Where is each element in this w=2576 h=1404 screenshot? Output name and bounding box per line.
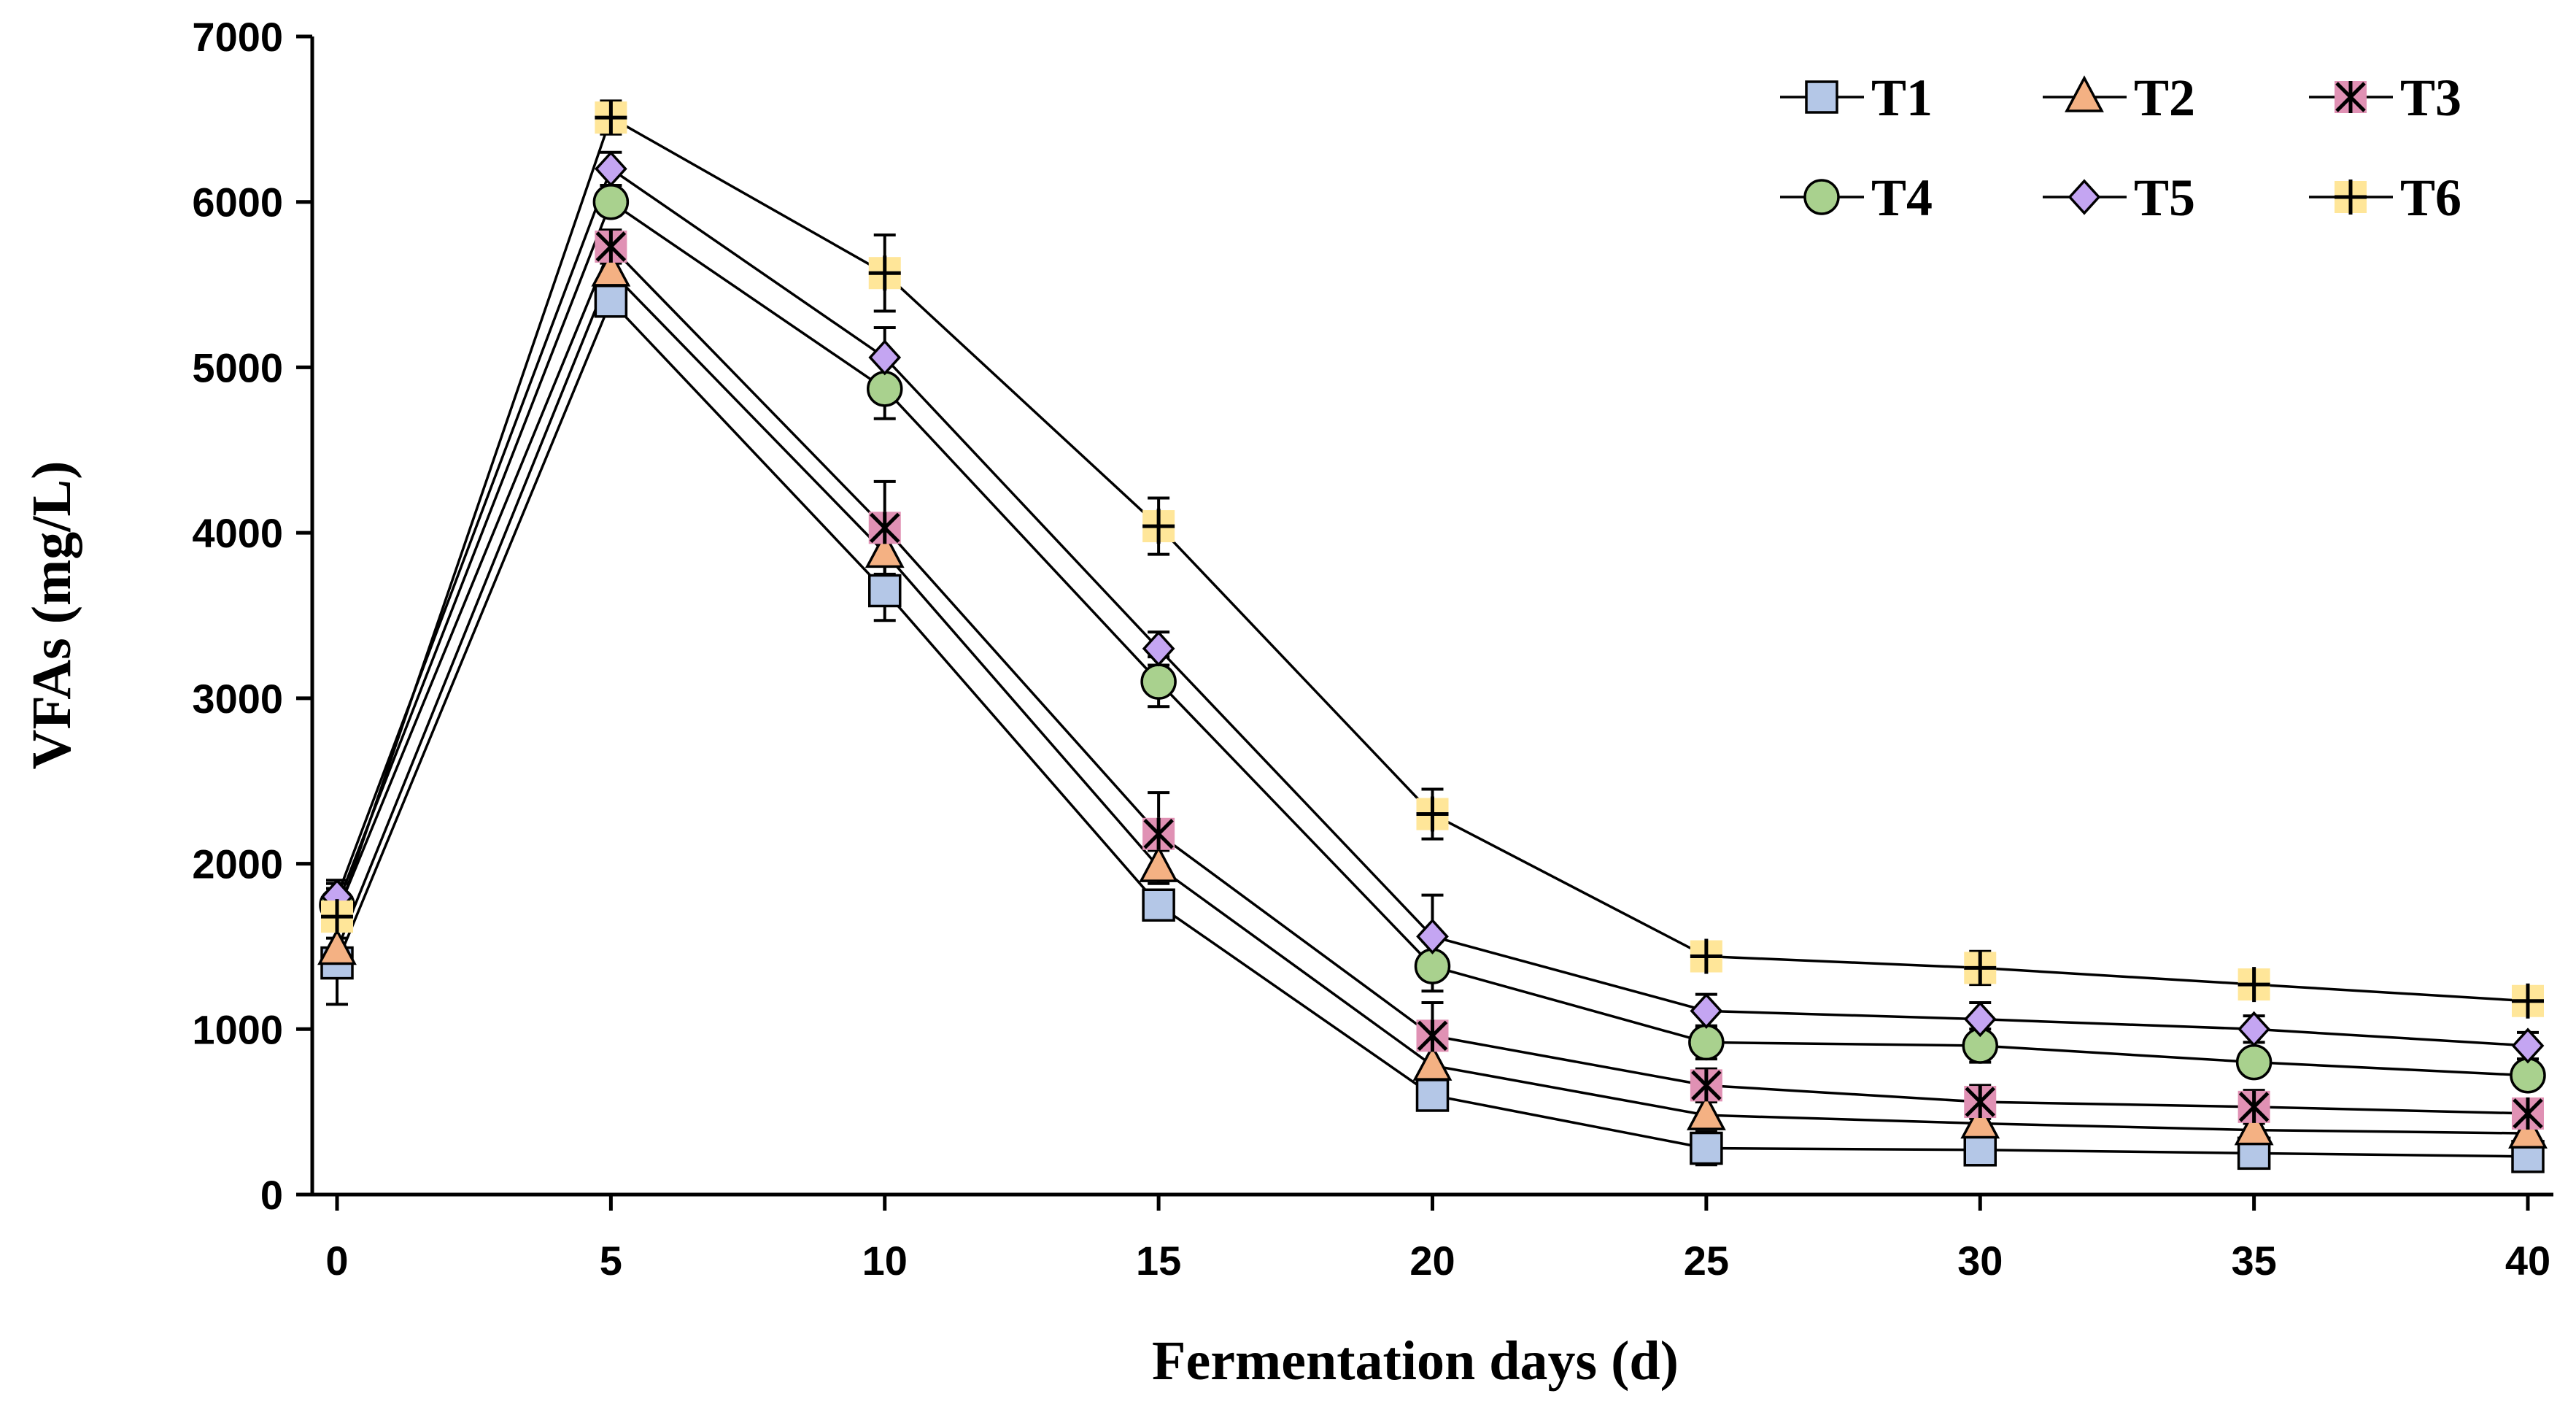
data-point-t6 [595, 100, 627, 136]
data-point-t6 [1142, 509, 1175, 544]
data-point-t1 [1415, 1079, 1450, 1112]
x-tick-label: 25 [1684, 1238, 1729, 1284]
data-point-t4 [592, 183, 630, 220]
legend-marker-t6 [2335, 180, 2367, 215]
data-point-t6 [1690, 938, 1722, 974]
x-axis-title: Fermentation days (d) [1152, 1330, 1679, 1392]
tick-labels-layer: 0 1000 2000 3000 4000 5000 6000 7000 0 5 10 15 20 25 3… [192, 14, 2550, 1284]
data-point-t2 [865, 531, 905, 568]
data-point-t4 [867, 371, 903, 407]
data-point-t5 [2237, 1011, 2270, 1047]
legend-marker-t3 [2335, 81, 2367, 113]
data-point-t5 [868, 339, 902, 376]
data-point-t5 [2511, 1027, 2545, 1064]
data-point-t2 [2234, 1108, 2274, 1146]
legend-item-t2: T2 [2043, 69, 2195, 127]
data-point-t5 [1142, 630, 1175, 667]
legend-marker-t1 [1805, 80, 1838, 114]
x-tick-label: 15 [1136, 1238, 1181, 1284]
legend-item-t4: T4 [1780, 169, 1933, 227]
y-tick-label: 7000 [192, 14, 283, 60]
data-point-t2 [1686, 1093, 1726, 1130]
data-point-t5 [1690, 992, 1723, 1029]
data-point-t2 [317, 927, 357, 965]
legend-label: T1 [1871, 69, 1933, 127]
x-tick-label: 20 [1409, 1238, 1455, 1284]
x-tick-label: 40 [2505, 1238, 2550, 1284]
x-tick-label: 5 [600, 1238, 622, 1284]
legend-marker-t2 [2065, 75, 2104, 112]
data-point-t5 [1963, 1001, 1997, 1038]
data-point-t2 [591, 250, 631, 287]
data-point-t2 [1139, 845, 1179, 882]
legend-marker-t4 [1803, 179, 1840, 215]
data-point-t3 [1964, 1086, 1997, 1119]
markers-layer [317, 100, 2548, 1173]
y-tick-label: 1000 [192, 1006, 283, 1052]
data-point-t6 [1416, 796, 1449, 832]
data-point-t6 [321, 899, 353, 935]
legend-label: T6 [2400, 169, 2461, 227]
x-tick-label: 0 [325, 1238, 348, 1284]
legend-marker-t5 [2068, 179, 2101, 215]
y-tick-label: 6000 [192, 180, 283, 225]
data-point-t1 [1142, 888, 1175, 922]
data-point-t6 [2237, 967, 2270, 1003]
data-point-t3 [1142, 817, 1175, 850]
legend-label: T3 [2400, 69, 2461, 127]
legend: T1 T2 T3 T4 T5 T6 [1780, 69, 2461, 227]
legend-item-t6: T6 [2309, 169, 2461, 227]
legend-item-t1: T1 [1780, 69, 1933, 127]
legend-label: T5 [2134, 169, 2195, 227]
data-point-t4 [1414, 948, 1451, 984]
data-point-t2 [2508, 1111, 2548, 1149]
data-point-t4 [1140, 663, 1177, 700]
data-point-t2 [1412, 1044, 1453, 1081]
data-point-t1 [1690, 1131, 1723, 1165]
data-point-t1 [594, 284, 628, 318]
data-point-t3 [868, 512, 901, 544]
y-tick-label: 3000 [192, 676, 283, 722]
data-point-t4 [2235, 1044, 2273, 1081]
legend-label: T4 [1871, 169, 1933, 227]
data-point-t3 [2512, 1097, 2544, 1130]
data-point-t1 [868, 574, 902, 608]
data-point-t5 [1416, 918, 1449, 954]
data-point-t4 [1688, 1024, 1725, 1061]
data-point-t3 [595, 230, 627, 263]
data-point-t2 [1960, 1101, 2000, 1139]
y-axis-title: VFAs (mg/L) [21, 461, 82, 770]
y-tick-label: 2000 [192, 841, 283, 887]
x-tick-label: 35 [2231, 1238, 2276, 1284]
data-point-t3 [1416, 1019, 1449, 1052]
data-point-t6 [868, 255, 901, 291]
data-point-t5 [595, 150, 627, 187]
legend-label: T2 [2134, 69, 2195, 127]
legend-item-t3: T3 [2309, 69, 2461, 127]
y-tick-label: 5000 [192, 344, 283, 390]
data-point-t3 [1690, 1069, 1722, 1102]
legend-item-t5: T5 [2043, 169, 2195, 227]
data-point-t1 [1963, 1133, 1997, 1167]
y-tick-label: 4000 [192, 510, 283, 556]
data-point-t6 [1964, 950, 1997, 986]
x-tick-label: 30 [1957, 1238, 2003, 1284]
data-point-t4 [2510, 1057, 2546, 1094]
data-point-t6 [2512, 983, 2544, 1019]
data-point-t3 [2237, 1090, 2270, 1123]
x-tick-label: 10 [862, 1238, 908, 1284]
y-tick-label: 0 [260, 1172, 283, 1218]
